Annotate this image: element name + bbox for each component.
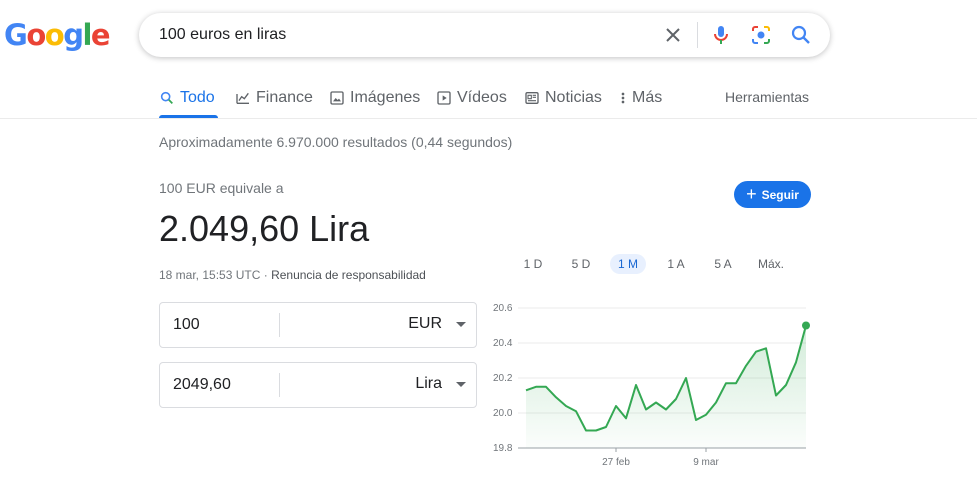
search-icon[interactable] <box>789 23 813 47</box>
tab-todo[interactable]: Todo <box>159 89 215 107</box>
from-currency-select[interactable]: EUR <box>408 315 442 332</box>
y-tick-label: 20.4 <box>493 338 513 349</box>
y-tick-label: 19.8 <box>493 443 513 454</box>
exchange-rate-chart[interactable]: 20.6 20.4 20.2 20.0 19.8 27 feb 9 mar <box>485 296 815 474</box>
x-tick-label: 9 mar <box>693 457 719 468</box>
tab-finance[interactable]: Finance <box>235 89 313 107</box>
tab-label: Todo <box>180 89 215 106</box>
chevron-down-icon[interactable] <box>456 382 466 387</box>
search-divider <box>697 22 698 48</box>
area-fill <box>526 325 806 448</box>
y-tick-label: 20.2 <box>493 373 513 384</box>
to-amount-input[interactable] <box>173 374 273 396</box>
tab-videos[interactable]: Vídeos <box>436 89 507 107</box>
logo-letter: l <box>82 18 92 52</box>
search-box <box>139 13 830 57</box>
meta-separator: · <box>260 268 272 282</box>
range-1a[interactable]: 1 A <box>667 257 685 271</box>
range-5d[interactable]: 5 D <box>571 257 591 271</box>
tab-imagenes[interactable]: Imágenes <box>329 89 420 107</box>
from-amount-input[interactable] <box>173 314 273 336</box>
news-icon <box>525 92 539 104</box>
to-currency-select[interactable]: Lira <box>415 375 442 392</box>
disclaimer-link[interactable]: Renuncia de responsabilidad <box>271 268 426 282</box>
logo-letter: e <box>90 18 111 52</box>
header-divider <box>0 118 977 119</box>
tab-label: Más <box>632 89 663 106</box>
y-tick-label: 20.6 <box>493 303 513 314</box>
tab-label: Noticias <box>545 89 602 106</box>
range-1m[interactable]: 1 M <box>610 254 646 274</box>
timestamp-line: 18 mar, 15:53 UTC · Renuncia de responsa… <box>159 268 426 282</box>
chevron-down-icon[interactable] <box>456 322 466 327</box>
active-tab-indicator <box>159 115 218 118</box>
y-tick-label: 20.0 <box>493 408 513 419</box>
range-max[interactable]: Máx. <box>757 257 784 271</box>
logo-letter: o <box>44 18 65 52</box>
google-logo[interactable]: Google <box>4 18 111 52</box>
tab-label: Finance <box>256 89 313 106</box>
range-5a[interactable]: 5 A <box>714 257 732 271</box>
equivalence-label: 100 EUR equivale a <box>159 180 284 196</box>
image-icon <box>330 91 344 105</box>
tab-noticias[interactable]: Noticias <box>524 89 602 107</box>
from-currency-row: EUR <box>159 302 477 348</box>
plus-icon: + <box>746 183 757 204</box>
range-1d[interactable]: 1 D <box>523 257 543 271</box>
follow-label: Seguir <box>761 187 799 202</box>
camera-lens-icon[interactable] <box>749 23 773 47</box>
tab-mas[interactable]: Más <box>619 89 662 107</box>
x-tick-label: 27 feb <box>602 457 630 468</box>
current-value-point <box>802 321 810 330</box>
to-currency-row: Lira <box>159 362 477 408</box>
finance-chart-icon <box>236 92 249 104</box>
tools-button[interactable]: Herramientas <box>725 89 810 105</box>
search-icon <box>160 91 173 104</box>
logo-letter: g <box>63 18 84 52</box>
tab-label: Imágenes <box>350 89 421 106</box>
conversion-result: 2.049,60 Lira <box>159 208 370 249</box>
play-icon <box>437 91 451 105</box>
more-vert-icon <box>621 92 625 104</box>
timestamp: 18 mar, 15:53 UTC <box>159 268 261 282</box>
field-divider <box>279 373 280 397</box>
microphone-icon[interactable] <box>709 23 733 47</box>
tab-label: Vídeos <box>457 89 507 106</box>
clear-icon[interactable] <box>661 23 685 47</box>
search-input[interactable] <box>159 24 639 46</box>
follow-button[interactable]: + Seguir <box>734 181 811 208</box>
field-divider <box>279 313 280 337</box>
result-stats: Aproximadamente 6.970.000 resultados (0,… <box>159 134 513 150</box>
logo-letter: o <box>26 18 46 52</box>
logo-letter: G <box>4 18 28 52</box>
